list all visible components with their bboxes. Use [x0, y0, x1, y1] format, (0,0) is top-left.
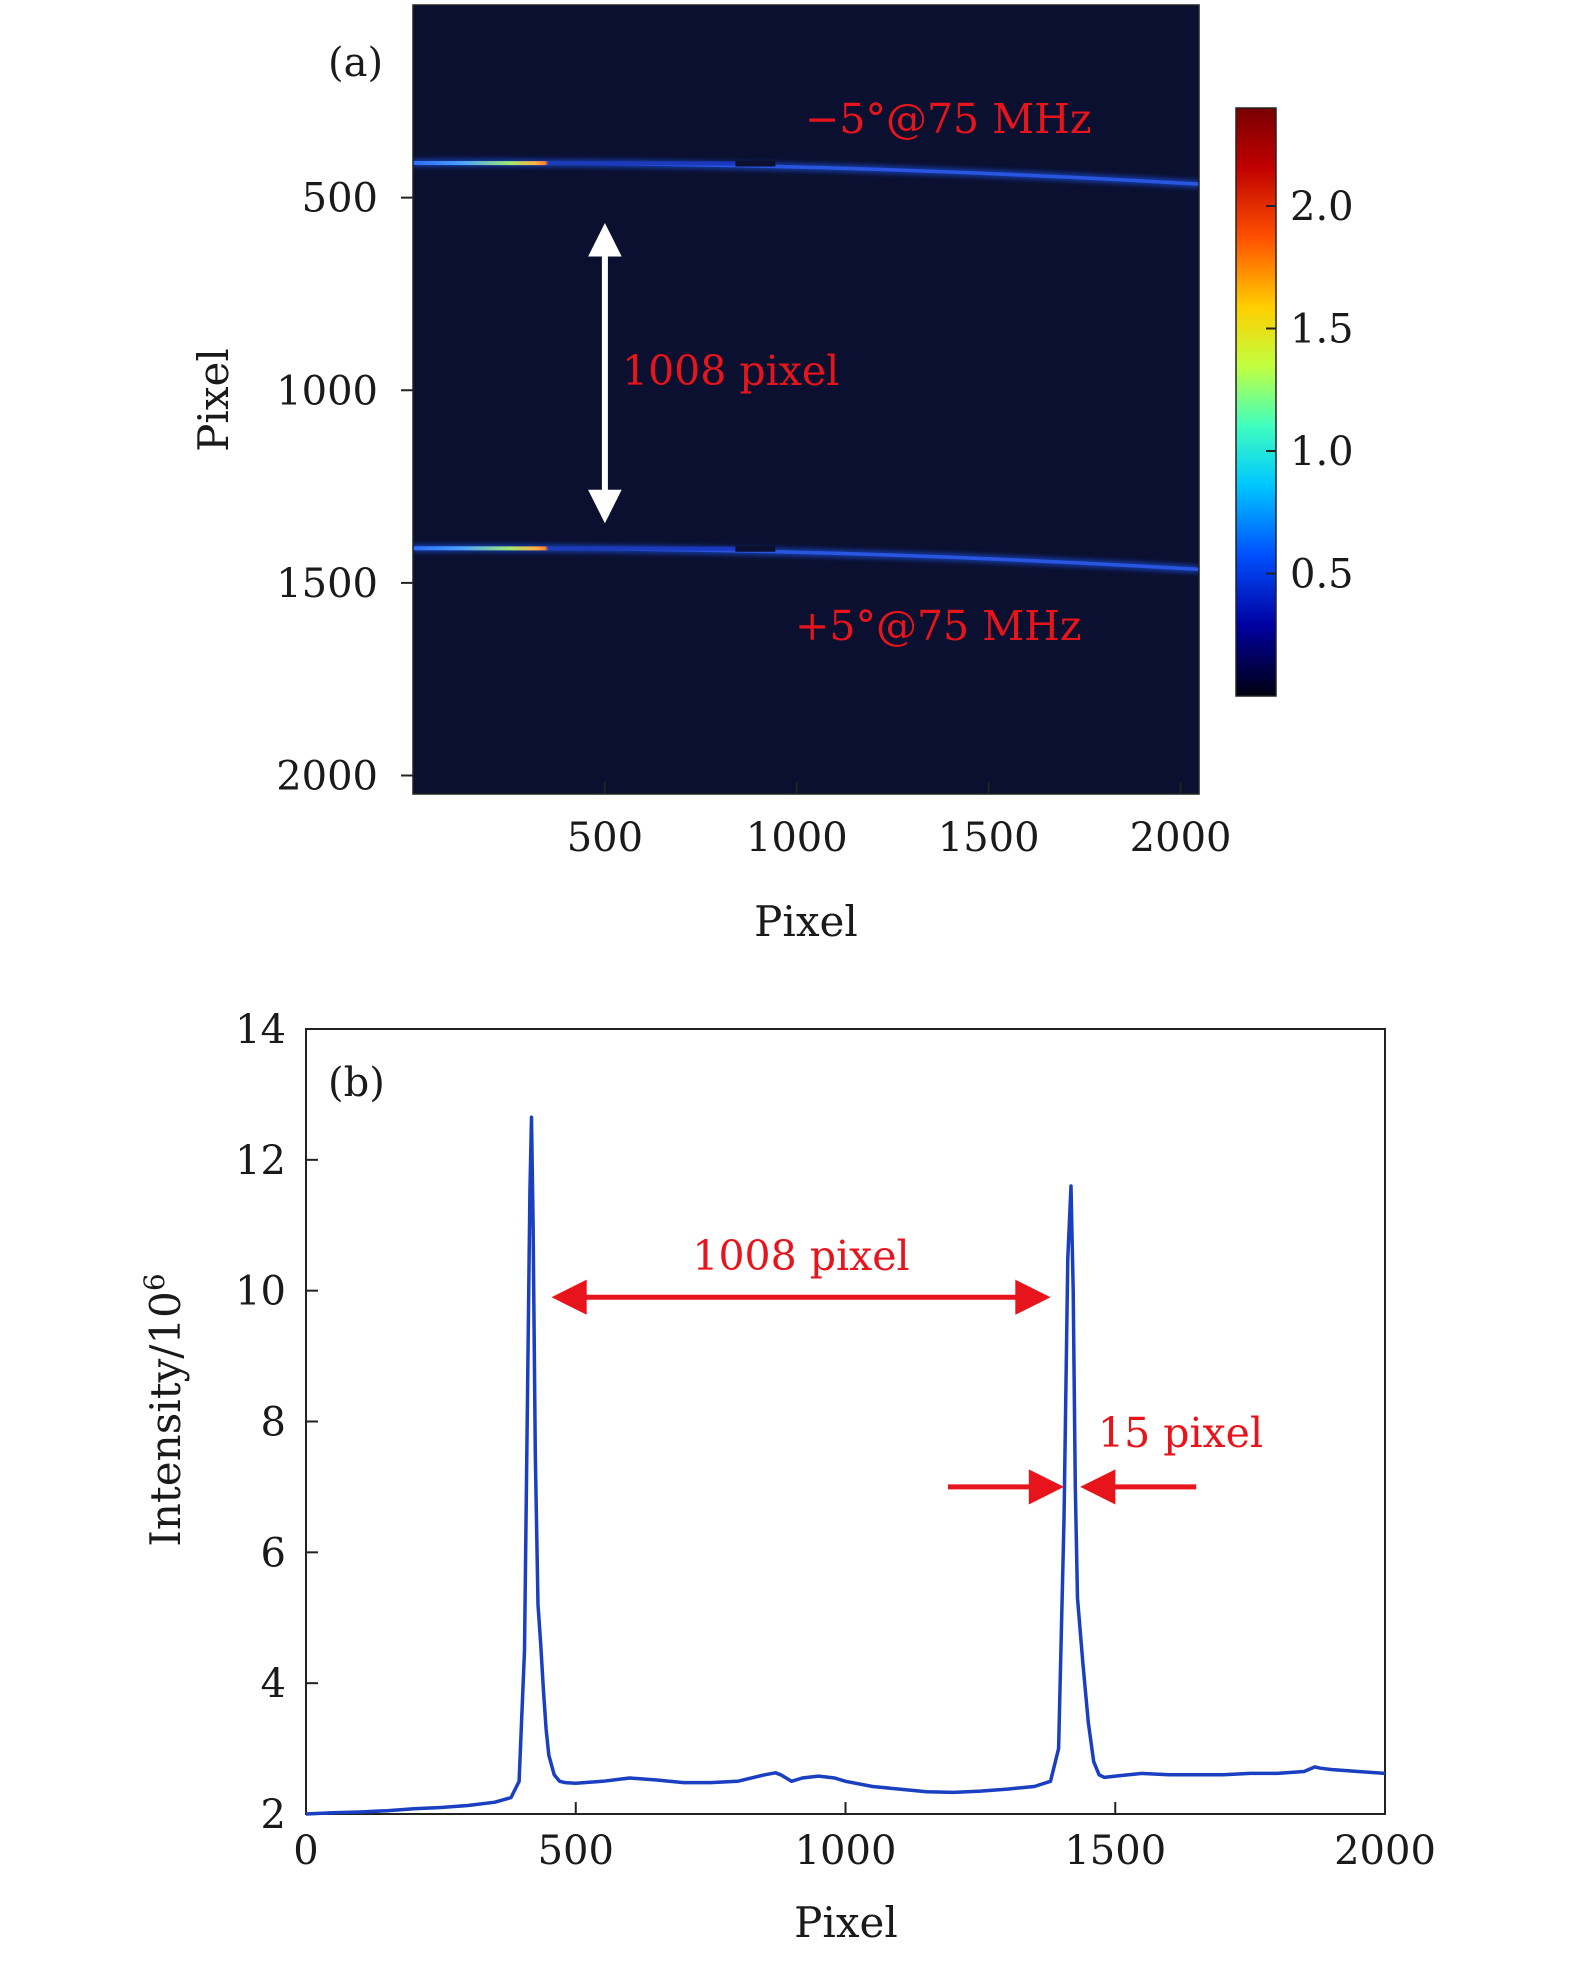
a-axes: 500 1000 1500 2000 500 1000 1500 2000 — [276, 176, 1231, 861]
b-y-tick-label: 4 — [261, 1661, 286, 1707]
a-x-tick-label: 1500 — [938, 815, 1040, 861]
a-y-tick-label: 500 — [302, 176, 378, 222]
a-y-tick-label: 2000 — [276, 754, 378, 800]
b-y-tick-label: 2 — [261, 1792, 286, 1838]
b-separation-arrow-head-left — [551, 1279, 587, 1315]
b-x-tick-label: 0 — [293, 1828, 318, 1874]
panel-b: 0 500 1000 1500 2000 2 4 6 8 10 12 14 (b) 1008 pixe… — [138, 1007, 1436, 1947]
b-y-tick-label: 8 — [261, 1400, 286, 1446]
detector-image — [413, 5, 1199, 794]
b-y-tick-label: 14 — [235, 1007, 286, 1053]
a-x-tick-label: 500 — [567, 815, 643, 861]
intensity-curve — [305, 1115, 1386, 1816]
a-x-axis-title: Pixel — [754, 897, 858, 946]
colorbar-tick-label: 1.5 — [1290, 307, 1354, 353]
colorbar — [1235, 107, 1277, 697]
a-y-tick-label: 1500 — [276, 561, 378, 607]
spectral-line-bright — [413, 546, 736, 551]
a-separation-arrow-head-up — [588, 222, 622, 257]
b-width-arrow-left-head — [1028, 1469, 1064, 1505]
a-y-axis-title: Pixel — [189, 348, 238, 452]
top-line-label: −5°@75 MHz — [805, 95, 1091, 143]
b-x-tick-label: 2000 — [1334, 1828, 1436, 1874]
b-width-label: 15 pixel — [1098, 1409, 1263, 1457]
b-axes: 0 500 1000 1500 2000 2 4 6 8 10 12 14 — [235, 1007, 1436, 1874]
b-y-axis-title-text: Intensity/10 — [141, 1291, 190, 1547]
b-y-tick-label: 6 — [261, 1530, 286, 1576]
a-separation-arrow — [588, 222, 622, 524]
colorbar-ticks: 0.5 1.0 1.5 2.0 — [1266, 184, 1354, 598]
b-y-axis-title-exponent: 6 — [138, 1273, 171, 1291]
colorbar-tick-label: 0.5 — [1290, 552, 1354, 598]
a-x-tick-label: 1000 — [746, 815, 848, 861]
panel-a-label: (a) — [328, 40, 383, 86]
a-separation-label: 1008 pixel — [622, 347, 839, 395]
b-separation-label: 1008 pixel — [692, 1232, 909, 1280]
b-x-axis-title: Pixel — [794, 1898, 898, 1947]
colorbar-tick-label: 2.0 — [1290, 184, 1354, 230]
image-frame — [412, 4, 1200, 795]
a-x-tick-label: 2000 — [1130, 815, 1232, 861]
b-y-tick-label: 12 — [235, 1138, 286, 1184]
b-width-arrow-right-head — [1080, 1469, 1116, 1505]
panel-a: 500 1000 1500 2000 500 1000 1500 2000 (a) −5°@7… — [189, 4, 1354, 946]
b-annotations — [551, 1279, 1197, 1505]
b-y-tick-label: 10 — [235, 1269, 286, 1315]
spectral-line-bright — [413, 160, 736, 166]
b-y-axis-title: Intensity/106 — [138, 1273, 190, 1546]
b-x-tick-label: 500 — [538, 1828, 614, 1874]
b-x-tick-label: 1000 — [795, 1828, 897, 1874]
a-separation-arrow-head-down — [588, 489, 622, 524]
bottom-line-label: +5°@75 MHz — [795, 602, 1081, 650]
spectral-lines — [413, 158, 1199, 574]
panel-b-label: (b) — [328, 1060, 385, 1106]
b-separation-arrow-head-right — [1015, 1279, 1051, 1315]
a-y-tick-label: 1000 — [276, 368, 378, 414]
colorbar-tick-label: 1.0 — [1290, 429, 1354, 475]
b-x-tick-label: 1500 — [1064, 1828, 1166, 1874]
